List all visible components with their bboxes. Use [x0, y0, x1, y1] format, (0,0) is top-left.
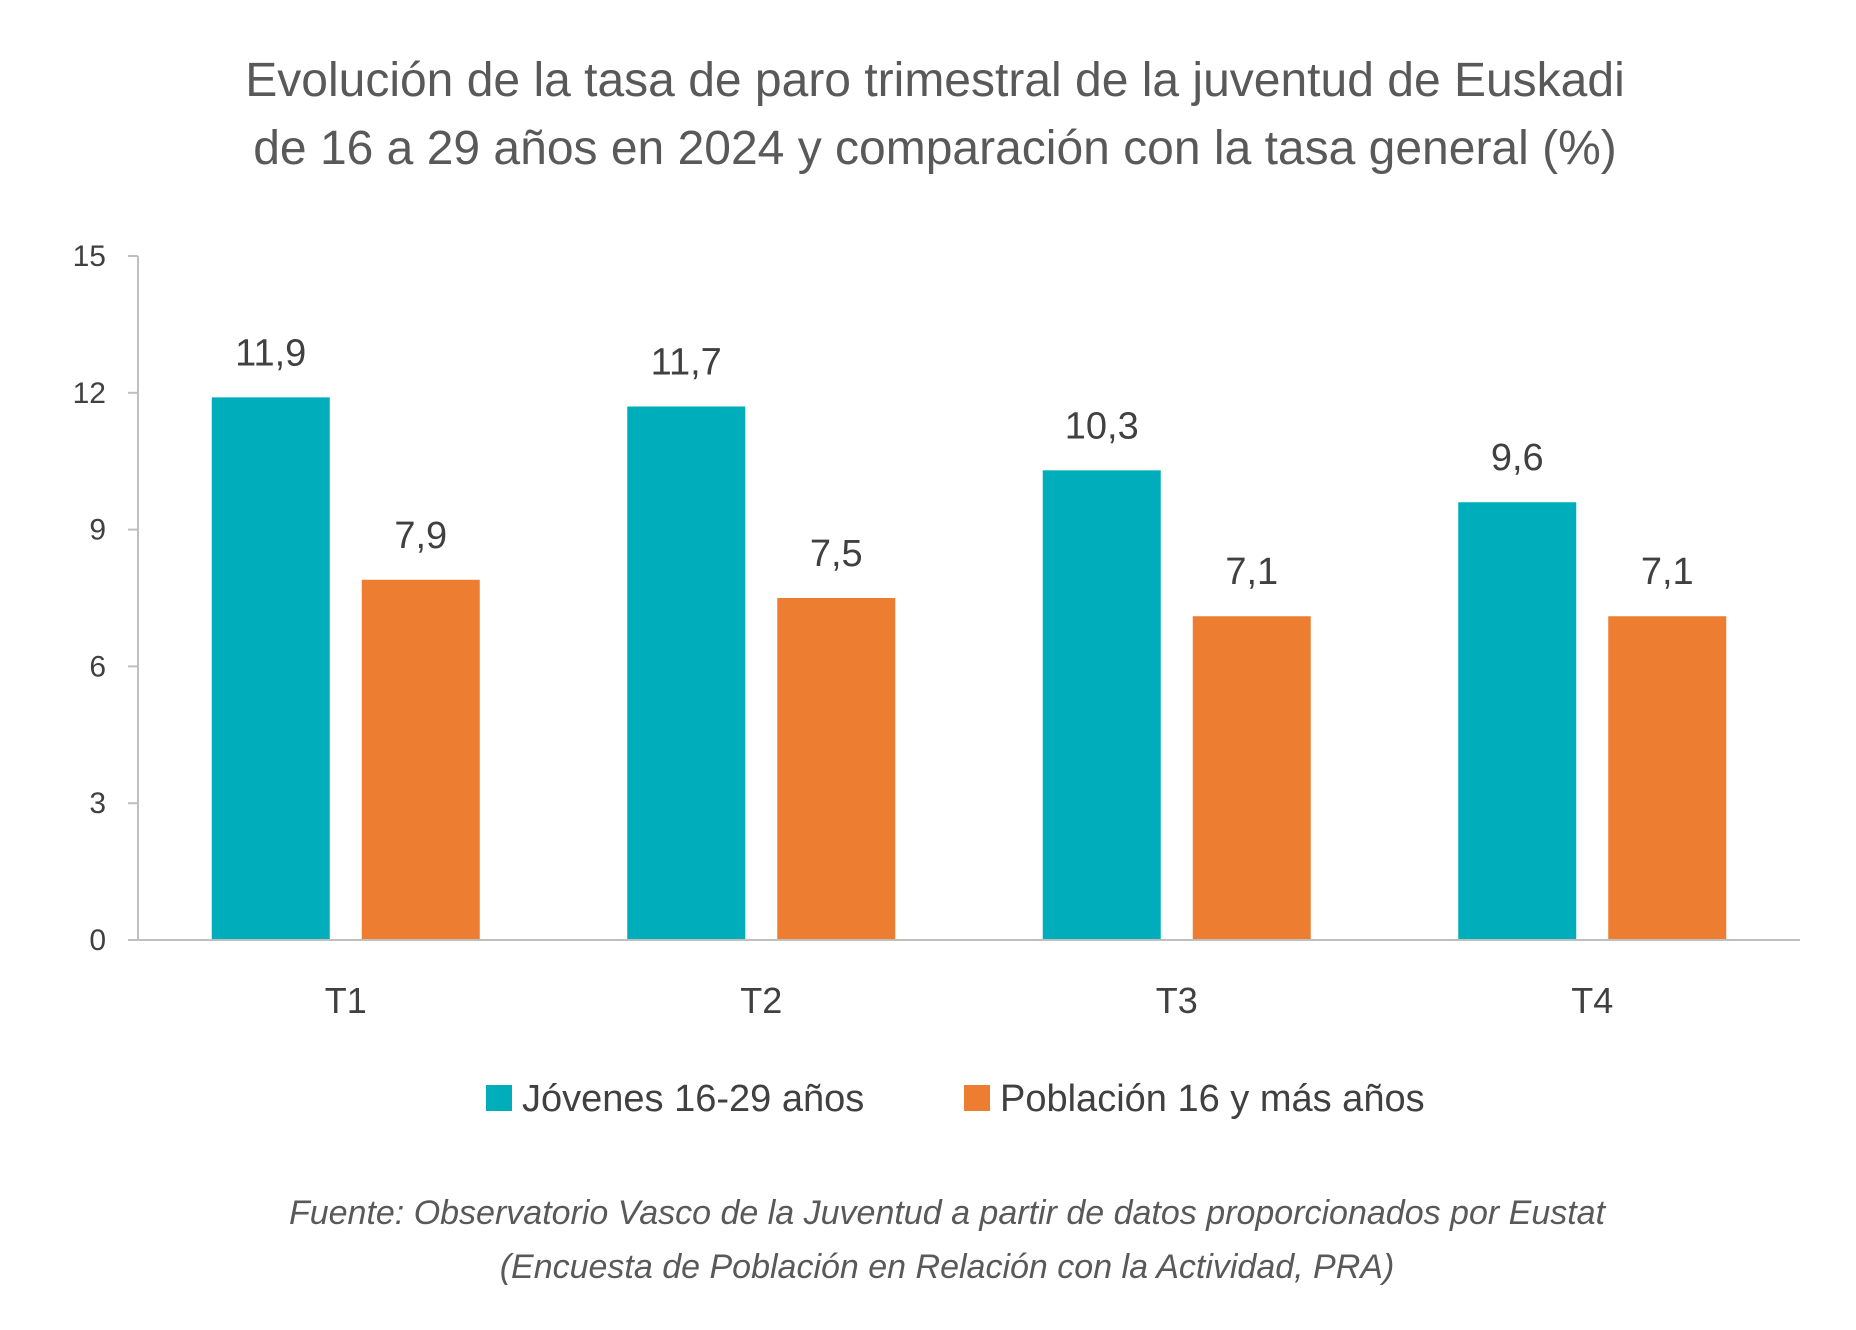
data-label-jovenes-t3: 10,3 — [1065, 405, 1139, 447]
bar-poblacion-t3 — [1192, 616, 1311, 940]
x-category-label: T3 — [1156, 980, 1198, 1021]
data-labels-group: 11,9 7,9 11,7 7,5 10,3 7,1 9,6 7,1 — [235, 332, 1693, 593]
data-label-jovenes-t1: 11,9 — [235, 332, 306, 374]
data-label-poblacion-t4: 7,1 — [1641, 551, 1694, 593]
data-label-jovenes-t4: 9,6 — [1491, 437, 1544, 479]
data-label-jovenes-t2: 11,7 — [651, 341, 722, 383]
data-label-poblacion-t1: 7,9 — [394, 515, 447, 557]
x-category-label: T1 — [325, 980, 367, 1021]
y-tick-label: 3 — [89, 787, 106, 820]
chart-title-line-1: Evolución de la tasa de paro trimestral … — [245, 54, 1624, 107]
data-label-poblacion-t3: 7,1 — [1225, 551, 1278, 593]
chart-title: Evolución de la tasa de paro trimestral … — [245, 54, 1624, 175]
y-tick-label: 9 — [89, 514, 106, 547]
bar-poblacion-t1 — [361, 579, 480, 940]
bar-jovenes-t1 — [211, 397, 330, 940]
bars-group — [211, 397, 1727, 941]
bar-poblacion-t2 — [777, 598, 896, 940]
legend-swatch-poblacion — [964, 1085, 990, 1111]
source-note: Fuente: Observatorio Vasco de la Juventu… — [289, 1194, 1607, 1286]
y-tick-label: 15 — [73, 240, 106, 273]
legend: Jóvenes 16-29 años Población 16 y más añ… — [486, 1078, 1425, 1120]
y-axis: 0 3 6 9 12 15 — [73, 240, 139, 957]
y-tick-label: 6 — [89, 650, 106, 683]
x-axis: T1 T2 T3 T4 — [138, 939, 1800, 1021]
source-line-1: Fuente: Observatorio Vasco de la Juventu… — [289, 1194, 1607, 1232]
legend-swatch-jovenes — [486, 1085, 512, 1111]
data-label-poblacion-t2: 7,5 — [810, 533, 863, 575]
legend-label-jovenes: Jóvenes 16-29 años — [522, 1078, 864, 1120]
x-category-label: T4 — [1571, 980, 1613, 1021]
y-tick-label: 12 — [73, 377, 106, 410]
legend-label-poblacion: Población 16 y más años — [1000, 1078, 1425, 1120]
bar-poblacion-t4 — [1608, 616, 1727, 940]
x-category-label: T2 — [740, 980, 782, 1021]
bar-jovenes-t3 — [1042, 470, 1161, 940]
source-line-2: (Encuesta de Población en Relación con l… — [500, 1248, 1395, 1286]
bar-jovenes-t4 — [1458, 502, 1577, 940]
chart-title-line-2: de 16 a 29 años en 2024 y comparación co… — [253, 122, 1617, 175]
y-tick-label: 0 — [89, 924, 106, 957]
bar-jovenes-t2 — [627, 406, 746, 941]
